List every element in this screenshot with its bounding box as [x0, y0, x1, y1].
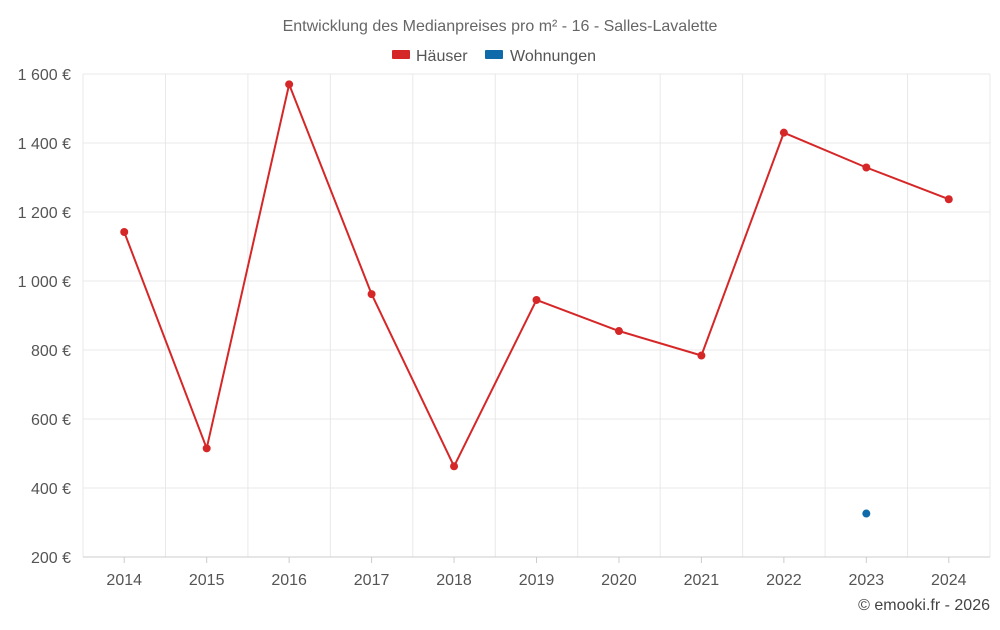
- y-axis-ticks: 200 € 400 € 600 € 800 € 1 000 € 1 200 € 1 400 …: [18, 67, 71, 567]
- legend-swatch-haeuser[interactable]: [392, 50, 410, 59]
- x-tick-label: 2015: [189, 572, 225, 589]
- data-point-haeuser-2022[interactable]: [779, 128, 788, 137]
- x-tick-label: 2021: [684, 572, 720, 589]
- data-point-haeuser-2014[interactable]: [120, 228, 129, 237]
- data-point-haeuser-2017[interactable]: [367, 290, 376, 299]
- data-point-haeuser-2018[interactable]: [450, 462, 459, 471]
- data-point-wohnungen-2023[interactable]: [862, 509, 871, 518]
- data-point-haeuser-2019[interactable]: [532, 295, 541, 304]
- legend: Häuser Wohnungen: [392, 48, 596, 65]
- x-tick-label: 2022: [766, 572, 802, 589]
- chart-title: Entwicklung des Medianpreises pro m² - 1…: [283, 18, 718, 35]
- data-point-haeuser-2015[interactable]: [202, 444, 211, 453]
- x-tick-label: 2020: [601, 572, 637, 589]
- x-axis-ticks: 2014 2015 2016 2017 2018 2019 2020 2021 2022 2023…: [106, 557, 967, 589]
- x-tick-label: 2024: [931, 572, 967, 589]
- legend-swatch-wohnungen[interactable]: [485, 50, 503, 59]
- data-point-haeuser-2024[interactable]: [944, 195, 953, 204]
- y-tick-label: 1 200 €: [18, 205, 71, 222]
- data-point-haeuser-2020[interactable]: [614, 327, 623, 336]
- x-tick-label: 2014: [106, 572, 142, 589]
- legend-label-wohnungen[interactable]: Wohnungen: [510, 48, 596, 65]
- y-tick-label: 1 400 €: [18, 136, 71, 153]
- x-tick-label: 2023: [849, 572, 885, 589]
- series: [120, 80, 953, 518]
- data-point-haeuser-2016[interactable]: [285, 80, 294, 89]
- x-tick-label: 2018: [436, 572, 472, 589]
- y-tick-label: 1 600 €: [18, 67, 71, 84]
- data-point-haeuser-2023[interactable]: [862, 163, 871, 172]
- y-tick-label: 600 €: [31, 412, 71, 429]
- y-tick-label: 1 000 €: [18, 274, 71, 291]
- y-tick-label: 400 €: [31, 481, 71, 498]
- x-tick-label: 2017: [354, 572, 390, 589]
- credit-text: © emooki.fr - 2026: [858, 597, 990, 614]
- x-tick-label: 2016: [271, 572, 307, 589]
- legend-label-haeuser[interactable]: Häuser: [416, 48, 468, 65]
- y-tick-label: 800 €: [31, 343, 71, 360]
- x-tick-label: 2019: [519, 572, 555, 589]
- grid: [82, 73, 991, 558]
- data-point-haeuser-2021[interactable]: [697, 351, 706, 360]
- y-tick-label: 200 €: [31, 550, 71, 567]
